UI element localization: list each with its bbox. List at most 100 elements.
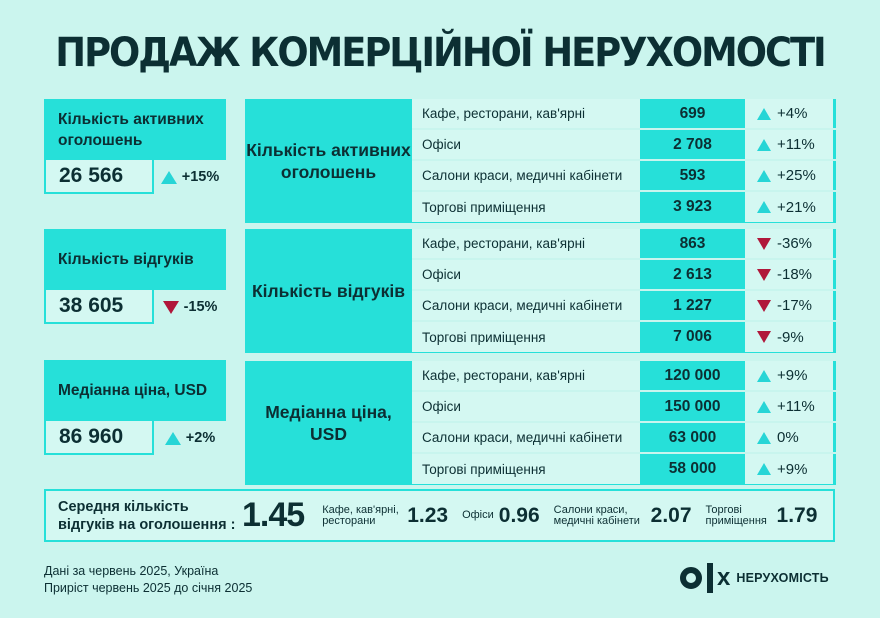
table-row: Офіси 2 708 +11%: [412, 130, 836, 161]
table-row: Кафе, ресторани, кав'ярні 863 -36%: [412, 229, 836, 260]
change-cell: -9%: [745, 322, 833, 352]
table-responses: Кількість відгуків Кафе, ресторани, кав'…: [245, 229, 836, 353]
change-cell: -36%: [745, 229, 833, 258]
kpi-label: Кількість активних оголошень: [44, 99, 226, 160]
change-cell: -18%: [745, 260, 833, 289]
category-cell: Офіси: [412, 260, 640, 289]
arrow-down-icon: [757, 268, 771, 281]
arrow-up-icon: [757, 107, 771, 120]
logo-text: НЕРУХОМІСТЬ: [736, 571, 829, 585]
kpi-value: 86 960: [44, 421, 154, 455]
footer-line-2: Приріст червень 2025 до січня 2025: [44, 581, 253, 595]
olx-o-icon: [680, 567, 702, 589]
value-cell: 699: [679, 104, 706, 122]
category-cell: Салони краси, медичні кабінети: [412, 161, 640, 190]
arrow-up-icon: [160, 170, 177, 184]
category-cell: Офіси: [412, 130, 640, 159]
change-value: +4%: [777, 105, 808, 122]
change-value: +9%: [777, 460, 808, 478]
average-item-value: 1.79: [776, 503, 818, 527]
kpi-change: +2%: [154, 421, 226, 455]
kpi-responses: Кількість відгуків 38 605 -15%: [44, 229, 226, 324]
category-cell: Салони краси, медичні кабінети: [412, 291, 640, 320]
arrow-up-icon: [757, 169, 771, 182]
table-row: Торгові приміщення 7 006 -9%: [412, 322, 836, 352]
change-value: -9%: [777, 328, 804, 346]
category-cell: Кафе, ресторани, кав'ярні: [412, 361, 640, 390]
change-cell: -17%: [745, 291, 833, 320]
kpi-label: Кількість відгуків: [44, 229, 226, 290]
value-cell: 2 613: [673, 265, 712, 283]
arrow-up-icon: [164, 431, 181, 445]
kpi-active-listings: Кількість активних оголошень 26 566 +15%: [44, 99, 226, 194]
average-item-value: 1.23: [407, 503, 449, 527]
arrow-down-icon: [757, 237, 771, 250]
average-item-value: 0.96: [498, 503, 540, 527]
change-cell: +9%: [745, 454, 833, 484]
kpi-change-value: +2%: [185, 430, 216, 446]
average-value: 1.45: [242, 496, 305, 534]
category-cell: Торгові приміщення: [412, 454, 640, 484]
arrow-up-icon: [757, 201, 771, 213]
change-value: +9%: [777, 367, 808, 384]
value-cell: 7 006: [673, 328, 712, 345]
average-label: Середня кількість відгуків на оголошення…: [58, 498, 236, 533]
table-row: Кафе, ресторани, кав'ярні 120 000 +9%: [412, 361, 836, 392]
change-value: +11%: [777, 398, 815, 415]
kpi-change: -15%: [154, 290, 226, 324]
table-row: Офіси 2 613 -18%: [412, 260, 836, 291]
change-cell: +11%: [745, 392, 833, 421]
olx-bar-icon: [707, 563, 713, 593]
category-cell: Кафе, ресторани, кав'ярні: [412, 99, 640, 128]
arrow-up-icon: [757, 400, 771, 413]
arrow-up-icon: [757, 138, 771, 151]
category-cell: Офіси: [412, 392, 640, 421]
change-value: -36%: [777, 235, 813, 252]
change-cell: +4%: [745, 99, 833, 128]
table-median-price: Медіанна ціна, USD Кафе, ресторани, кав'…: [245, 361, 836, 485]
footer-note: Дані за червень 2025, Україна Приріст че…: [44, 563, 252, 597]
kpi-change-value: +15%: [181, 169, 220, 185]
table-label: Медіанна ціна, USD: [265, 402, 392, 444]
value-cell: 2 708: [673, 135, 712, 153]
table-label: Кількість відгуків: [251, 281, 406, 301]
change-value: -18%: [777, 266, 813, 283]
kpi-label: Медіанна ціна, USD: [44, 360, 226, 421]
change-value: +21%: [777, 198, 816, 216]
olx-logo: x НЕРУХОМІСТЬ: [680, 563, 829, 593]
average-item: Торгові приміщення 1.79: [706, 504, 818, 528]
kpi-value: 26 566: [44, 160, 154, 194]
category-cell: Торгові приміщення: [412, 192, 640, 222]
value-cell: 150 000: [664, 397, 721, 415]
value-cell: 3 923: [673, 198, 712, 215]
value-cell: 1 227: [673, 296, 712, 314]
average-item: Салони краси, медичні кабінети 2.07: [554, 504, 692, 528]
average-item-label: Офіси: [462, 509, 494, 521]
table-row: Кафе, ресторани, кав'ярні 699 +4%: [412, 99, 836, 130]
table-row: Салони краси, медичні кабінети 593 +25%: [412, 161, 836, 192]
change-value: -17%: [777, 297, 813, 314]
average-item: Кафе, кав'ярні, ресторани 1.23: [322, 504, 448, 528]
olx-x-icon: x: [717, 564, 731, 591]
kpi-median-price: Медіанна ціна, USD 86 960 +2%: [44, 360, 226, 455]
change-cell: +9%: [745, 361, 833, 390]
category-cell: Торгові приміщення: [412, 322, 640, 352]
footer-line-1: Дані за червень 2025, Україна: [44, 564, 219, 578]
table-active-listings: Кількість активних оголошень Кафе, ресто…: [245, 99, 836, 223]
arrow-down-icon: [757, 331, 771, 343]
kpi-change: +15%: [154, 160, 226, 194]
average-item-label: Салони краси, медичні кабінети: [553, 503, 640, 527]
average-item-label: Кафе, кав'ярні, ресторани: [322, 503, 399, 527]
table-row: Салони краси, медичні кабінети 1 227 -17…: [412, 291, 836, 322]
change-value: +11%: [777, 136, 815, 153]
table-row: Торгові приміщення 3 923 +21%: [412, 192, 836, 222]
page-title: ПРОДАЖ КОМЕРЦІЙНОЇ НЕРУХОМОСТІ: [55, 30, 826, 76]
value-cell: 58 000: [668, 460, 717, 477]
arrow-up-icon: [757, 431, 771, 444]
kpi-change-value: -15%: [183, 299, 218, 315]
value-cell: 63 000: [668, 428, 717, 446]
change-cell: 0%: [745, 423, 833, 452]
change-value: 0%: [777, 429, 799, 446]
table-row: Офіси 150 000 +11%: [412, 392, 836, 423]
arrow-up-icon: [757, 369, 771, 382]
